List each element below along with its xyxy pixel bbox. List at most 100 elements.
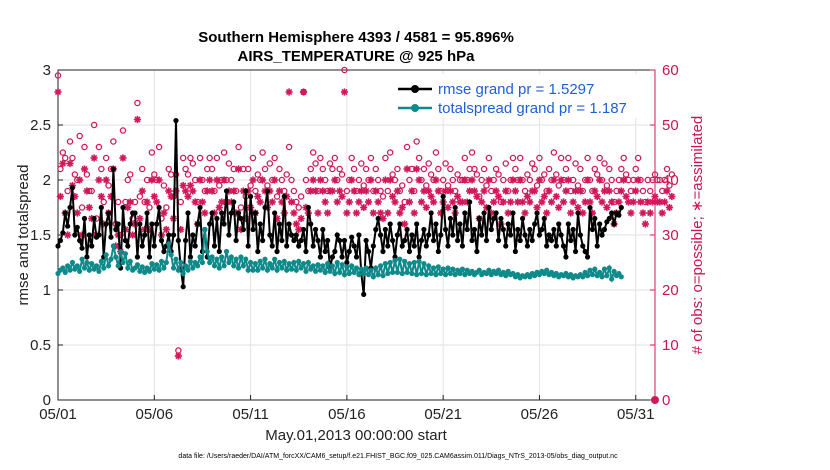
assimilated-point-stroke (375, 198, 382, 206)
possible-point (427, 171, 435, 178)
spread-point (584, 273, 591, 279)
spread-point (122, 251, 129, 257)
rmse-point (120, 204, 126, 211)
assimilated-point (160, 209, 168, 217)
legend-box (378, 74, 650, 118)
rmse-point (601, 226, 608, 233)
spread-point (252, 261, 258, 267)
possible-point (285, 143, 293, 151)
possible-point (151, 171, 158, 178)
spread-point (300, 261, 307, 267)
x-tick-label: 05/21 (424, 406, 462, 423)
assimilated-point-stroke (235, 165, 242, 173)
assimilated-point-stroke (317, 176, 324, 184)
assimilated-point (179, 181, 187, 190)
assimilated-point-stroke (642, 220, 649, 228)
possible-point (283, 171, 290, 178)
possible-point (225, 160, 233, 167)
assimilated-point-stroke (175, 352, 182, 360)
assimilated-point (449, 198, 457, 206)
rmse-point (134, 254, 141, 260)
spread-point (334, 259, 340, 266)
spread-point (158, 258, 165, 264)
rmse-point (592, 215, 598, 222)
assimilated-point (350, 187, 358, 195)
rmse-point (515, 226, 521, 233)
assimilated-point-stroke (502, 187, 509, 195)
rmse-point (397, 221, 403, 227)
spread-point (110, 243, 116, 249)
assimilated-point-stroke (213, 176, 220, 184)
x-tick-label: 05/11 (232, 406, 268, 423)
assimilated-point (73, 209, 81, 217)
rmse-point (375, 215, 381, 222)
assimilated-point-stroke (377, 209, 384, 217)
assimilated-point (148, 176, 156, 184)
assimilated-point (90, 154, 98, 162)
possible-point (500, 176, 507, 184)
rmse-point (510, 210, 516, 216)
possible-point (454, 171, 461, 178)
assimilated-point (398, 203, 406, 212)
spread-point (207, 259, 213, 266)
rmse-point (158, 237, 165, 244)
assimilated-point (198, 198, 207, 206)
assimilated-point-stroke (298, 215, 305, 222)
possible-point (163, 204, 170, 211)
possible-point (550, 149, 558, 156)
x-tick-label: 05/31 (617, 406, 655, 423)
rmse-point (72, 232, 78, 238)
spread-point (486, 267, 492, 273)
rmse-point (435, 248, 441, 255)
assimilated-point (547, 198, 556, 206)
rmse-point (546, 232, 552, 238)
rmse-point (139, 243, 145, 249)
rmse-point (127, 221, 133, 227)
spread-point (170, 265, 177, 271)
rmse-point (329, 254, 336, 260)
assimilated-point-stroke (493, 187, 500, 195)
assimilated-point (355, 198, 363, 206)
assimilated-point-stroke (95, 176, 103, 184)
assimilated-point (432, 176, 440, 184)
possible-point (288, 176, 295, 184)
rmse-point (250, 226, 256, 233)
spread-point (363, 265, 369, 271)
assimilated-point-stroke (647, 209, 654, 217)
spread-point (544, 267, 550, 273)
spread-point (117, 248, 124, 255)
possible-point (531, 165, 538, 173)
assimilated-point (64, 231, 72, 239)
assimilated-point-stroke (468, 176, 476, 184)
assimilated-point-stroke (639, 209, 647, 217)
assimilated-point (627, 209, 635, 217)
possible-point (66, 138, 74, 145)
assimilated-point-stroke (630, 198, 637, 206)
possible-point (425, 160, 432, 167)
rmse-point (361, 291, 367, 297)
spread-point (243, 256, 249, 262)
possible-point (406, 176, 413, 184)
spread-point (86, 267, 92, 273)
rmse-point (572, 248, 579, 255)
assimilated-point-stroke (403, 165, 411, 173)
rmse-point (356, 232, 362, 238)
spread-point (125, 265, 131, 271)
series-spread (55, 226, 624, 283)
rmse-point (363, 237, 369, 244)
rmse-point (341, 237, 348, 244)
rmse-point (455, 237, 461, 244)
rmse-point (344, 259, 350, 266)
spread-point (195, 263, 201, 269)
possible-point (228, 176, 235, 184)
rmse-point (428, 210, 434, 216)
assimilated-point-stroke (637, 198, 644, 206)
rmse-point (399, 243, 405, 249)
possible-point (110, 138, 117, 145)
spread-point (226, 259, 232, 266)
possible-point (606, 165, 613, 173)
spread-point (84, 259, 90, 266)
assimilated-point-stroke (98, 193, 105, 200)
rmse-point (125, 243, 131, 249)
assimilated-point (189, 187, 197, 195)
